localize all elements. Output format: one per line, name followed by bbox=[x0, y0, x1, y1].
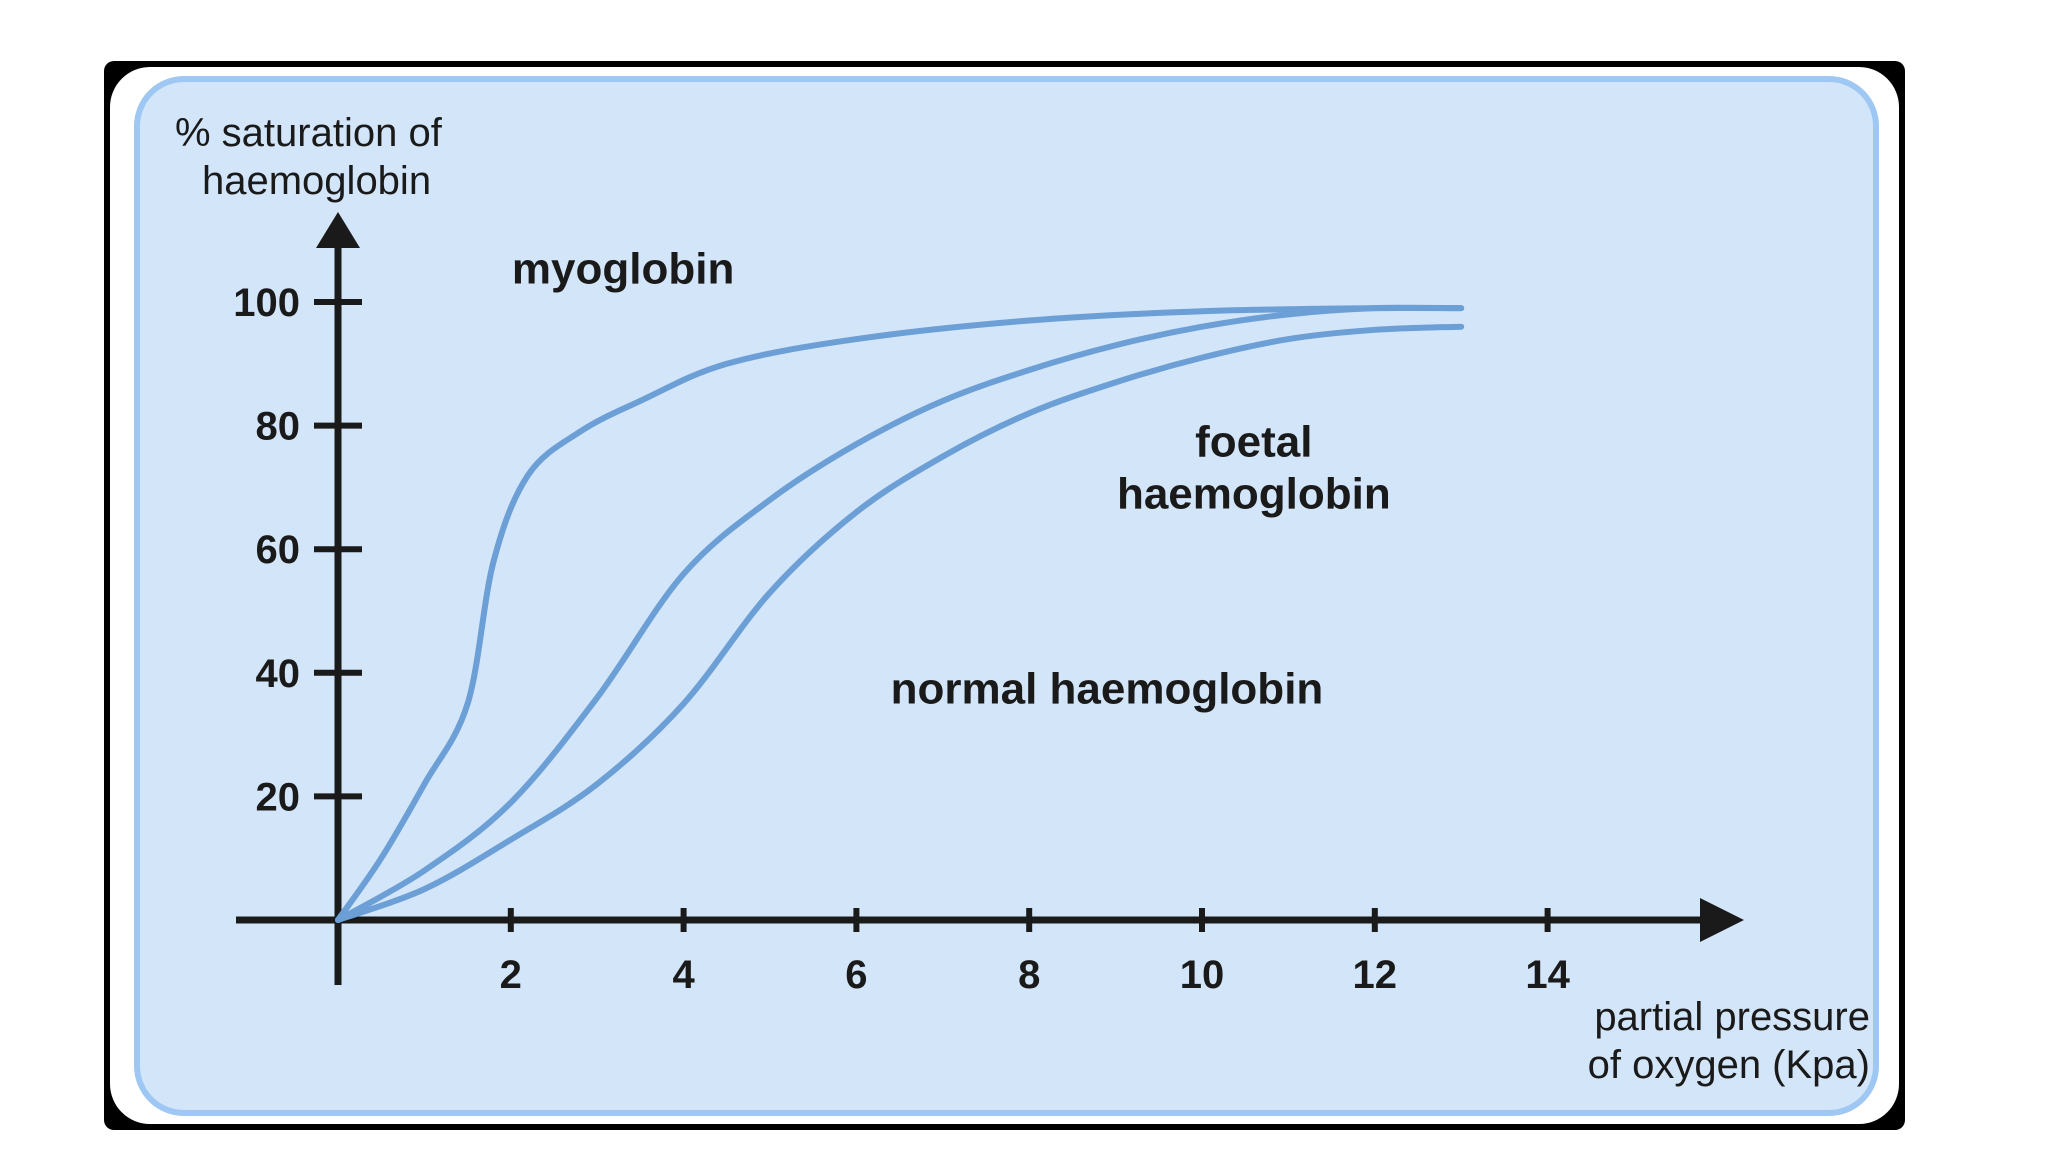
axes: 20 40 60 80 100 2 4 6 8 10 12 14 bbox=[233, 212, 1744, 997]
y-tick-label: 100 bbox=[233, 281, 300, 325]
curve-label: myoglobin bbox=[512, 244, 734, 293]
myoglobin-curve bbox=[335, 304, 1465, 923]
curves bbox=[335, 304, 1465, 923]
labels: % saturation of haemoglobin partial pressu… bbox=[175, 111, 1870, 1087]
x-axis-arrow bbox=[1700, 898, 1744, 942]
chart-panel bbox=[134, 76, 1879, 1116]
x-axis-title: partial pressure of oxygen (Kpa) bbox=[1588, 995, 1870, 1087]
y-tick-label: 20 bbox=[256, 775, 301, 819]
x-tick-label: 4 bbox=[672, 953, 695, 997]
curve-label: normal haemoglobin bbox=[891, 665, 1324, 714]
x-tick-label: 8 bbox=[1018, 953, 1040, 997]
y-tick-label: 60 bbox=[256, 528, 301, 572]
x-tick-label: 12 bbox=[1353, 953, 1398, 997]
x-tick-label: 10 bbox=[1180, 953, 1225, 997]
y-tick-label: 80 bbox=[256, 405, 301, 449]
foetal-haemoglobin-curve bbox=[335, 304, 1465, 923]
curve-label: foetal haemoglobin bbox=[1117, 418, 1391, 519]
normal-haemoglobin-curve bbox=[335, 323, 1465, 923]
y-axis-arrow bbox=[316, 212, 360, 248]
x-tick-label: 14 bbox=[1525, 953, 1570, 997]
y-axis-title: % saturation of haemoglobin bbox=[175, 111, 443, 203]
x-tick-label: 6 bbox=[845, 953, 867, 997]
y-tick-label: 40 bbox=[256, 652, 301, 696]
x-tick-label: 2 bbox=[500, 953, 522, 997]
